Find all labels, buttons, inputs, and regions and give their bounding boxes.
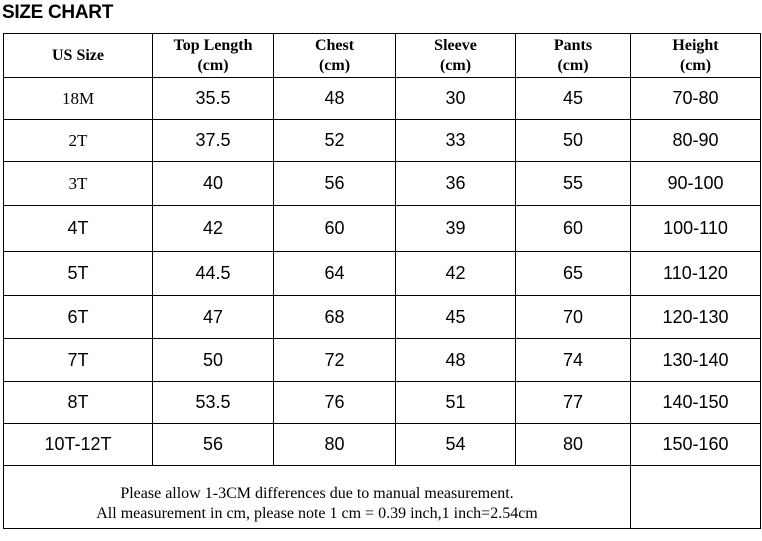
table-cell: 74 bbox=[515, 338, 631, 382]
table-cell: 45 bbox=[395, 295, 516, 339]
table-cell: 120-130 bbox=[630, 295, 761, 339]
table-cell: 130-140 bbox=[630, 338, 761, 382]
table-cell: 65 bbox=[515, 251, 631, 296]
header-cell: Sleeve (cm) bbox=[395, 33, 516, 78]
table-cell: 68 bbox=[273, 295, 396, 339]
table-cell: 36 bbox=[395, 161, 516, 206]
table-cell: 10T-12T bbox=[3, 423, 153, 466]
table-row: 18M 35.5 48 30 45 70-80 bbox=[3, 77, 761, 120]
table-row: 4T 42 60 39 60 100-110 bbox=[3, 205, 761, 252]
table-cell: 51 bbox=[395, 381, 516, 424]
table-cell: 50 bbox=[515, 119, 631, 162]
table-cell: 42 bbox=[395, 251, 516, 296]
table-cell: 42 bbox=[152, 205, 274, 252]
table-cell: 6T bbox=[3, 295, 153, 339]
table-row: 2T 37.5 52 33 50 80-90 bbox=[3, 119, 761, 162]
table-cell: 45 bbox=[515, 77, 631, 120]
table-cell: 60 bbox=[515, 205, 631, 252]
table-cell: 35.5 bbox=[152, 77, 274, 120]
table-cell: 70-80 bbox=[630, 77, 761, 120]
table-cell: 54 bbox=[395, 423, 516, 466]
header-row: US Size Top Length (cm) Chest (cm) Sleeve (… bbox=[3, 33, 761, 78]
header-cell: US Size bbox=[3, 33, 153, 78]
table-cell: 39 bbox=[395, 205, 516, 252]
table-cell: 37.5 bbox=[152, 119, 274, 162]
table-cell: 64 bbox=[273, 251, 396, 296]
table-cell: 3T bbox=[3, 161, 153, 206]
table-cell: 4T bbox=[3, 205, 153, 252]
footer-note: Please allow 1-3CM differences due to ma… bbox=[120, 485, 514, 502]
table-cell: 8T bbox=[3, 381, 153, 424]
table-cell: 72 bbox=[273, 338, 396, 382]
header-cell: Pants (cm) bbox=[515, 33, 631, 78]
table-cell: 80 bbox=[515, 423, 631, 466]
table-cell: 100-110 bbox=[630, 205, 761, 252]
table-cell: 30 bbox=[395, 77, 516, 120]
footer-note: All measurement in cm, please note 1 cm … bbox=[96, 505, 538, 522]
title: SIZE CHART bbox=[2, 2, 114, 23]
table-cell: 47 bbox=[152, 295, 274, 339]
table-cell: 40 bbox=[152, 161, 274, 206]
table-cell: 60 bbox=[273, 205, 396, 252]
table-cell: 52 bbox=[273, 119, 396, 162]
table-cell: 140-150 bbox=[630, 381, 761, 424]
table-cell: 53.5 bbox=[152, 381, 274, 424]
table-cell: 48 bbox=[395, 338, 516, 382]
table-cell: 80 bbox=[273, 423, 396, 466]
header-cell: Height (cm) bbox=[630, 33, 761, 78]
table-row: 5T 44.5 64 42 65 110-120 bbox=[3, 251, 761, 296]
table-cell: 80-90 bbox=[630, 119, 761, 162]
table-row: 7T 50 72 48 74 130-140 bbox=[3, 338, 761, 382]
table-cell: 33 bbox=[395, 119, 516, 162]
table-row: 8T 53.5 76 51 77 140-150 bbox=[3, 381, 761, 424]
table-row: 6T 47 68 45 70 120-130 bbox=[3, 295, 761, 339]
table-row: 3T 40 56 36 55 90-100 bbox=[3, 161, 761, 206]
footer-row: Please allow 1-3CM differences due to ma… bbox=[3, 465, 761, 529]
table-cell: 5T bbox=[3, 251, 153, 296]
table-cell: 50 bbox=[152, 338, 274, 382]
table-cell: 2T bbox=[3, 119, 153, 162]
table-cell: 56 bbox=[152, 423, 274, 466]
size-table: US Size Top Length (cm) Chest (cm) Sleeve (… bbox=[3, 33, 761, 529]
table-cell: 110-120 bbox=[630, 251, 761, 296]
table-cell: 44.5 bbox=[152, 251, 274, 296]
table-cell: 55 bbox=[515, 161, 631, 206]
table-cell: 90-100 bbox=[630, 161, 761, 206]
table-cell: 18M bbox=[3, 77, 153, 120]
table-cell: 7T bbox=[3, 338, 153, 382]
footer-cell: Please allow 1-3CM differences due to ma… bbox=[3, 465, 631, 529]
table-cell: 56 bbox=[273, 161, 396, 206]
table-cell: 150-160 bbox=[630, 423, 761, 466]
table-cell: 77 bbox=[515, 381, 631, 424]
header-cell: Chest (cm) bbox=[273, 33, 396, 78]
header-cell: Top Length (cm) bbox=[152, 33, 274, 78]
table-row: 10T-12T 56 80 54 80 150-160 bbox=[3, 423, 761, 466]
table-cell: 76 bbox=[273, 381, 396, 424]
table-cell: 48 bbox=[273, 77, 396, 120]
empty-cell bbox=[630, 465, 761, 529]
table-cell: 70 bbox=[515, 295, 631, 339]
